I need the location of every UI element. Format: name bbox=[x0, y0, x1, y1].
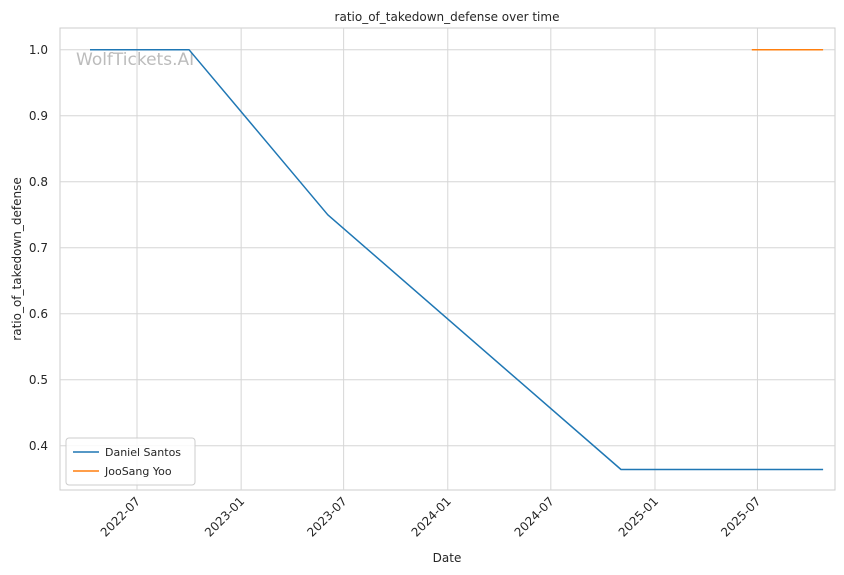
chart-title: ratio_of_takedown_defense over time bbox=[335, 10, 560, 24]
y-tick-label: 0.6 bbox=[29, 307, 48, 321]
y-axis-label: ratio_of_takedown_defense bbox=[10, 177, 24, 340]
x-tick-label: 2022-07 bbox=[98, 494, 143, 539]
legend-entry: JooSang Yoo bbox=[104, 465, 172, 478]
x-tick-label: 2024-01 bbox=[409, 494, 454, 539]
y-tick-label: 0.5 bbox=[29, 373, 48, 387]
x-tick-label: 2025-01 bbox=[616, 494, 661, 539]
x-axis-label: Date bbox=[433, 551, 462, 565]
series-lines bbox=[90, 49, 824, 471]
y-tick-label: 0.9 bbox=[29, 109, 48, 123]
legend: Daniel Santos JooSang Yoo bbox=[65, 437, 196, 486]
y-tick-label: 0.8 bbox=[29, 175, 48, 189]
y-tick-label: 0.7 bbox=[29, 241, 48, 255]
x-axis: 2022-07 2023-01 2023-07 2024-01 2024-07 2025-… bbox=[98, 494, 764, 539]
x-tick-label: 2025-07 bbox=[718, 494, 763, 539]
watermark-text: WolfTickets.AI bbox=[76, 50, 194, 70]
series-line-0 bbox=[90, 49, 824, 471]
y-axis: 0.4 0.5 0.6 0.7 0.8 0.9 1.0 bbox=[29, 43, 48, 453]
y-tick-label: 0.4 bbox=[29, 439, 48, 453]
legend-entry: Daniel Santos bbox=[105, 446, 181, 459]
x-tick-label: 2023-01 bbox=[202, 494, 247, 539]
x-tick-label: 2024-07 bbox=[512, 494, 557, 539]
y-tick-label: 1.0 bbox=[29, 43, 48, 57]
x-tick-label: 2023-07 bbox=[304, 494, 349, 539]
